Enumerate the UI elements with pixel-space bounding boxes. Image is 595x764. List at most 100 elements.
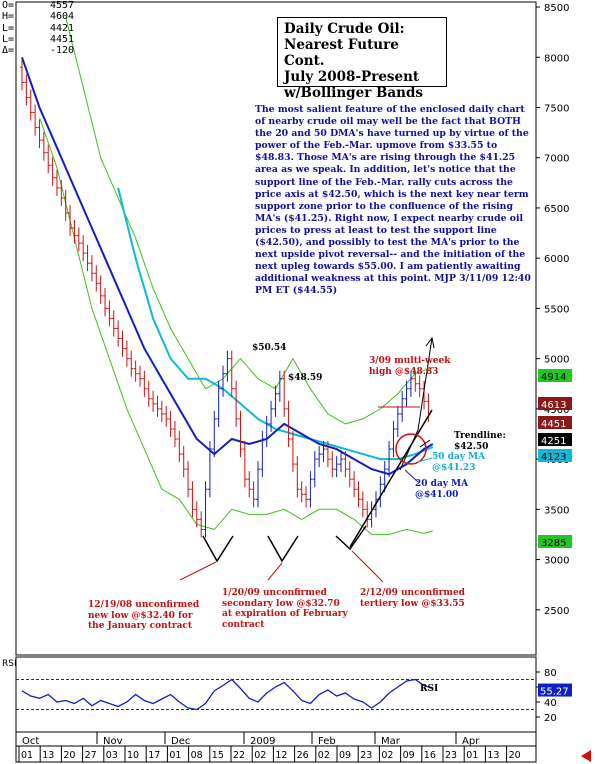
day-label: 02: [254, 750, 266, 761]
ohlc-row-open: O= 4557: [2, 0, 75, 11]
ma50-label: 50 day MA @$41.23: [432, 452, 486, 473]
price-marker-label: 4451: [541, 419, 566, 430]
projection-arrowhead: [425, 336, 435, 349]
price-tick-label: 3500: [544, 505, 569, 516]
price-marker-label: 3285: [541, 538, 566, 549]
price-marker-box: [538, 397, 572, 410]
price-tick-label: 5500: [544, 304, 569, 315]
price-tick-label: 6000: [544, 254, 569, 265]
day-label: 09: [339, 750, 351, 761]
day-label: 20: [509, 750, 521, 761]
ohlc-row-high: H= 4604: [2, 11, 75, 23]
day-label: 13: [42, 750, 54, 761]
rsi-tick-label: 80: [544, 668, 557, 679]
support-circle: [395, 433, 427, 465]
day-label: 17: [148, 750, 160, 761]
price-markers: 4914 4613 4451 4251 4123 3285: [538, 369, 572, 549]
pointer-ma20: [404, 469, 419, 483]
moving-averages: [21, 56, 434, 476]
day-label: 10: [127, 750, 139, 761]
day-label: 22: [233, 750, 245, 761]
ma50-line: [117, 187, 434, 461]
price-tick-label: 7500: [544, 103, 569, 114]
pointer-dec: [179, 561, 217, 581]
day-label: 08: [191, 750, 203, 761]
ohlc-row-last: L= 4451: [2, 33, 75, 45]
bollinger-lower-line: [39, 117, 433, 535]
price-tick-label: 3000: [544, 556, 569, 567]
rsi-marker-label: 55.27: [540, 687, 569, 698]
price-marker-label: 4123: [541, 452, 566, 463]
day-label: 01: [169, 750, 181, 761]
chart-title-line-4: w/Bollinger Bands: [284, 85, 424, 101]
rsi-tick-label: 40: [544, 698, 557, 709]
price-tick-label: 8000: [544, 53, 569, 64]
day-label: 03: [106, 750, 118, 761]
price-tick-label: 5000: [544, 355, 569, 366]
day-label: 12: [275, 750, 287, 761]
day-label: 15: [212, 750, 224, 761]
peak-label-2: $48.59: [288, 373, 323, 383]
ohlc-readout: O= 4557 H= 4604 L= 4421 L= 4451 Δ= -120: [2, 0, 74, 56]
ma20-label: 20 day MA @$41.00: [415, 479, 469, 500]
day-label: 13: [487, 750, 499, 761]
day-label: 26: [297, 750, 309, 761]
low-note-feb: 2/12/09 unconfirmed tertiery low @$33.55: [360, 588, 465, 609]
price-axis: 2500300035004000450050005500600065007000…: [536, 3, 569, 617]
price-marker-box: [538, 449, 572, 462]
rsi-line: [21, 678, 434, 711]
day-label: 20: [63, 750, 75, 761]
scroll-left-arrow: [581, 750, 591, 762]
chart-title-line-2: Nearest Future Cont.: [284, 37, 399, 69]
day-label: 02: [318, 750, 330, 761]
bollinger-upper-line: [65, 16, 433, 425]
price-tick-label: 8500: [544, 3, 569, 14]
rsi-tick-label: 20: [544, 713, 557, 724]
price-marker-label: 4613: [541, 400, 566, 411]
price-marker-label: 4251: [541, 436, 566, 447]
peak-label-1: $50.54: [252, 343, 287, 353]
month-label: Apr: [462, 736, 480, 747]
low-note-jan: 1/20/09 unconfirmed secondary low @$32.7…: [222, 588, 348, 630]
rsi-panel: 2040608055.27: [16, 668, 572, 724]
multi-week-high-note: 3/09 multi-week high @$48.83: [369, 356, 451, 377]
rsi-panel-title: RSI: [2, 659, 17, 669]
day-label: 01: [21, 750, 33, 761]
chart-title-box: Daily Crude Oil: Nearest Future Cont. Ju…: [277, 17, 447, 101]
price-marker-label: 4914: [541, 372, 566, 383]
price-marker-box: [538, 369, 572, 382]
price-tick-label: 7000: [544, 154, 569, 165]
rsi-marker-box: [538, 683, 572, 697]
month-label: 2009: [250, 736, 275, 747]
time-axis-border: [15, 731, 537, 763]
day-label: 23: [360, 750, 372, 761]
v-mark-jan: [267, 535, 299, 563]
chart-title-line-3: July 2008-Present: [284, 69, 420, 85]
projection-arrow: [399, 337, 433, 471]
month-label: Mar: [381, 736, 401, 747]
rsi-panel-border: [15, 656, 537, 733]
price-marker-box: [538, 416, 572, 429]
chart-title-line-1: Daily Crude Oil:: [284, 21, 405, 37]
day-label: 27: [85, 750, 97, 761]
pointer-ma50: [417, 457, 433, 463]
day-label: 23: [445, 750, 457, 761]
rsi-line-label: RSI: [420, 684, 439, 694]
day-label: 09: [403, 750, 415, 761]
trendline-label: Trendline: $42.50: [454, 431, 506, 452]
price-tick-label: 6500: [544, 204, 569, 215]
chart-frame: [15, 1, 537, 763]
v-mark-feb: [335, 525, 367, 551]
pointer-jan: [267, 562, 283, 581]
analyst-commentary: The most salient feature of the enclosed…: [255, 104, 531, 297]
month-label: Feb: [318, 736, 336, 747]
price-bars: [20, 59, 431, 538]
price-panel-border: [15, 1, 537, 656]
price-marker-box: [538, 535, 572, 548]
ma20-line: [21, 56, 434, 476]
day-label: 01: [466, 750, 478, 761]
month-label: Nov: [103, 736, 123, 747]
day-label: 02: [381, 750, 393, 761]
